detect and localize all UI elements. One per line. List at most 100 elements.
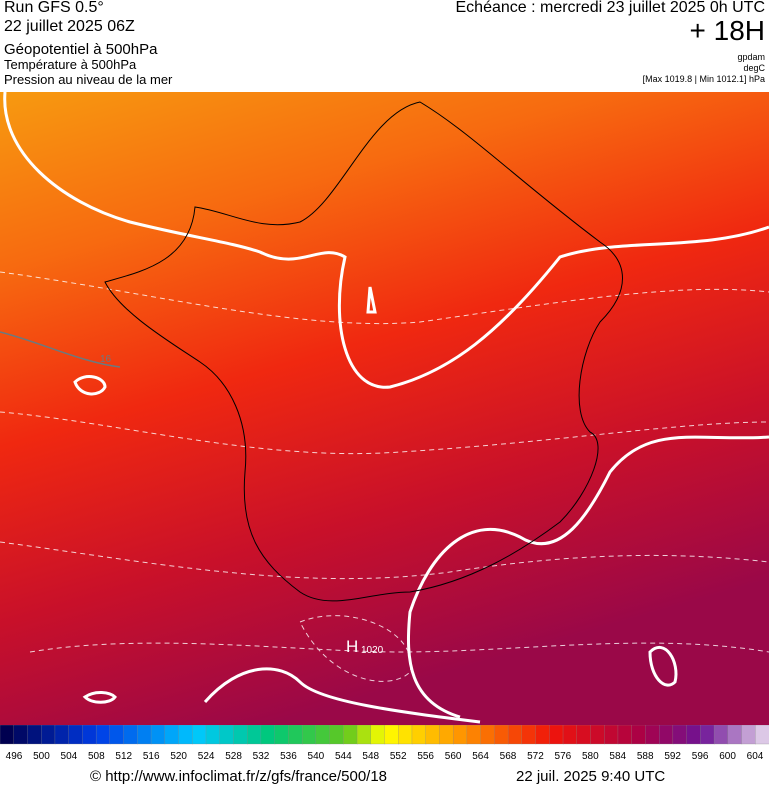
source: © http://www.infoclimat.fr/z/gfs/france/…	[90, 768, 388, 785]
color-swatch	[27, 725, 42, 745]
run-date: 22 juillet 2025 06Z	[4, 18, 135, 35]
color-bar-label: 584	[609, 751, 626, 762]
isohypse	[3, 92, 769, 724]
run: Run GFS 0.5°	[4, 0, 104, 16]
color-swatch	[370, 725, 386, 745]
color-bar-label: 540	[308, 751, 325, 762]
color-bar-label: 532	[253, 751, 270, 762]
color-bar-label: 592	[664, 751, 681, 762]
color-swatch	[727, 725, 743, 745]
color-swatch	[507, 725, 523, 745]
color-swatch	[233, 725, 248, 745]
color-swatch	[356, 725, 372, 745]
pressure-range: [Max 1019.8 | Min 1012.1] hPa	[642, 74, 765, 84]
isobar	[0, 271, 769, 682]
color-bar-label: 524	[198, 751, 215, 762]
color-swatch	[480, 725, 496, 745]
color-bar-label: 572	[527, 751, 544, 762]
color-swatch	[453, 725, 468, 745]
color-bar-label: 560	[445, 751, 462, 762]
color-bar-label: 520	[170, 751, 187, 762]
color-bar-label: 600	[719, 751, 736, 762]
color-swatch	[41, 725, 56, 745]
color-swatch	[178, 725, 193, 745]
color-bar-label: 548	[362, 751, 379, 762]
color-swatch	[604, 725, 619, 745]
color-swatch	[686, 725, 701, 745]
color-swatch	[521, 725, 537, 745]
timestamp: 22 juil. 2025 9:40 UTC	[516, 768, 666, 785]
field-title: Géopotentiel à 500hPa	[4, 41, 158, 58]
color-bar-label: 516	[143, 751, 160, 762]
color-bar-label: 512	[115, 751, 132, 762]
color-bar-label: 576	[555, 751, 572, 762]
color-bar-label: 496	[6, 751, 23, 762]
unit: degC	[743, 63, 765, 73]
color-swatch	[137, 725, 152, 745]
color-bar-label: 568	[500, 751, 517, 762]
color-swatch	[274, 725, 290, 745]
color-swatch	[590, 725, 605, 745]
color-swatch	[150, 725, 166, 745]
color-swatch	[713, 725, 729, 745]
isotherm-label: 16	[100, 354, 112, 365]
color-swatch	[192, 725, 207, 745]
color-swatch	[288, 725, 303, 745]
color-swatch	[68, 725, 84, 745]
color-bar-label: 564	[472, 751, 489, 762]
color-swatch	[95, 725, 111, 745]
map: 16 H 1020	[0, 92, 769, 725]
color-swatch	[398, 725, 413, 745]
field-title: Pression au niveau de la mer	[4, 72, 173, 87]
color-swatch	[164, 725, 180, 745]
color-swatch	[700, 725, 715, 745]
color-bar-label: 500	[33, 751, 50, 762]
color-swatch	[411, 725, 427, 745]
color-swatch	[315, 725, 331, 745]
coastline	[104, 101, 623, 602]
color-swatch	[617, 725, 633, 745]
color-swatch	[755, 725, 769, 745]
color-swatch	[549, 725, 564, 745]
isotherm	[0, 331, 121, 368]
color-swatch	[576, 725, 592, 745]
color-swatch	[645, 725, 660, 745]
color-swatch	[494, 725, 509, 745]
color-swatch	[123, 725, 138, 745]
color-swatch	[741, 725, 756, 745]
color-swatch	[260, 725, 276, 745]
color-swatch	[329, 725, 344, 745]
color-swatch	[384, 725, 399, 745]
color-bar-label: 596	[692, 751, 709, 762]
color-bar-label: 552	[390, 751, 407, 762]
color-bar-label: 544	[335, 751, 352, 762]
color-swatch	[109, 725, 125, 745]
lead-time: + 18H	[689, 15, 766, 46]
color-swatch	[0, 725, 15, 745]
high-pressure: 1020	[361, 645, 384, 656]
color-bar-label: 508	[88, 751, 105, 762]
color-bar-label: 504	[61, 751, 78, 762]
color-swatch	[562, 725, 578, 745]
color-swatch	[13, 725, 29, 745]
color-swatch	[343, 725, 358, 745]
echeance: Echéance : mercredi 23 juillet 2025 0h U…	[455, 0, 766, 16]
color-bar-label: 536	[280, 751, 297, 762]
unit: gpdam	[737, 52, 765, 62]
color-swatch	[205, 725, 221, 745]
color-swatch	[535, 725, 550, 745]
high-marker: H	[346, 637, 358, 656]
color-swatch	[631, 725, 647, 745]
temperature-field	[0, 92, 769, 725]
color-swatch	[247, 725, 262, 745]
color-swatch	[658, 725, 674, 745]
color-swatch	[672, 725, 688, 745]
color-swatch	[219, 725, 235, 745]
color-swatch	[54, 725, 70, 745]
color-bar-label: 604	[747, 751, 764, 762]
color-swatch	[466, 725, 482, 745]
color-bar-label: 580	[582, 751, 599, 762]
color-swatch	[82, 725, 97, 745]
color-bar-label: 588	[637, 751, 654, 762]
